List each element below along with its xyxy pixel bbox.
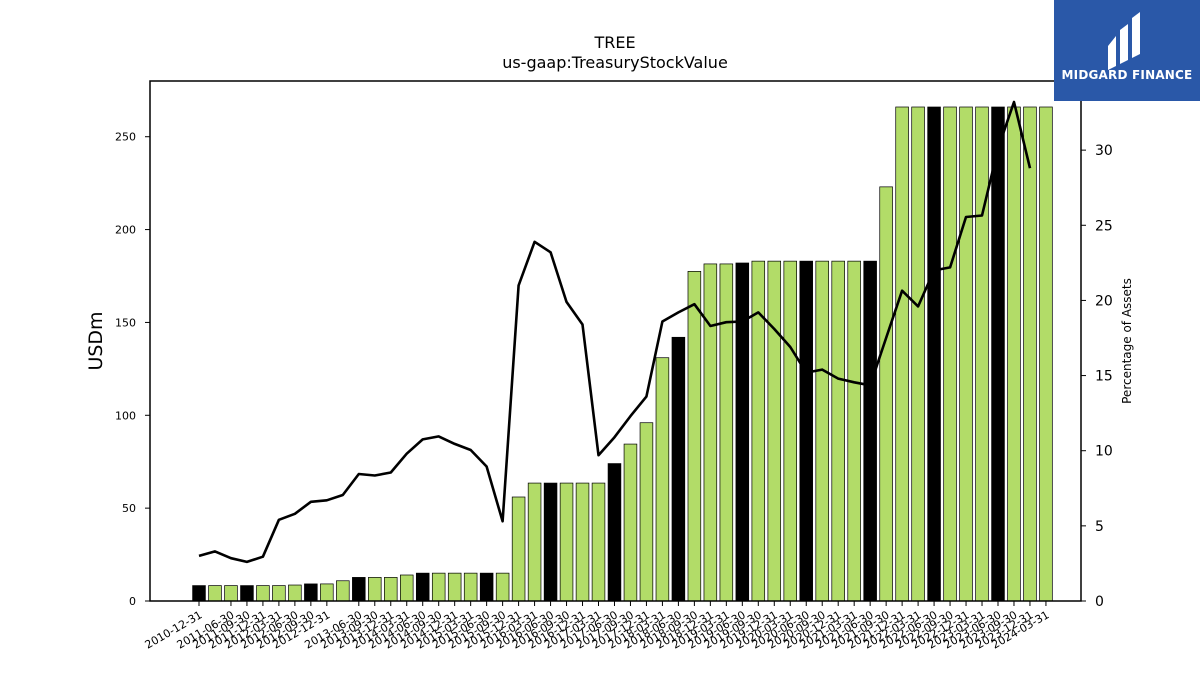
bar-2018-06-30 <box>671 336 686 602</box>
bar-2016-09-30 <box>559 482 574 602</box>
y2-axis-label: Percentage of Assets <box>1120 278 1134 404</box>
bar-2020-09-30 <box>815 260 829 602</box>
midgard-logo-icon <box>1054 0 1200 101</box>
bar-2012-03-31 <box>272 585 286 602</box>
bar-2018-09-30 <box>687 271 702 602</box>
bar-2017-06-30 <box>607 463 622 602</box>
bar-2023-06-30 <box>991 106 1005 602</box>
right-y-axis: 0 5 10 15 20 25 30 <box>1081 143 1113 610</box>
bar-2016-12-31 <box>575 482 590 602</box>
brand-logo: MIDGARD FINANCE <box>1054 0 1200 101</box>
y-tick-label: 250 <box>115 131 136 144</box>
brand-name: MIDGARD FINANCE <box>1061 68 1193 82</box>
bar-2024-03-31 <box>1039 106 1053 602</box>
bar-2017-09-30 <box>623 443 638 602</box>
y-tick-label: 50 <box>122 502 136 515</box>
bar-2017-12-31 <box>639 422 654 602</box>
bar-2021-03-31 <box>847 260 861 602</box>
bar-2011-09-30 <box>240 585 254 602</box>
y2-tick-label: 10 <box>1095 444 1113 460</box>
bar-2023-12-31 <box>1023 106 1037 602</box>
bar-2013-03-31 <box>336 580 350 602</box>
bar-2022-12-31 <box>959 106 973 602</box>
bar-2021-06-30 <box>863 260 877 602</box>
y2-tick-label: 20 <box>1095 293 1113 309</box>
bar-2010-12-31 <box>192 585 206 602</box>
bar-2015-03-31 <box>463 572 478 602</box>
bar-2019-06-30 <box>735 262 750 602</box>
y2-tick-label: 5 <box>1095 519 1104 535</box>
bar-2015-09-30 <box>495 572 510 602</box>
bar-2011-06-30 <box>224 585 238 602</box>
bar-2018-12-31 <box>703 263 718 602</box>
percentage-of-assets-line <box>198 100 1032 564</box>
bars-group <box>192 106 1053 602</box>
bar-2014-09-30 <box>431 572 446 602</box>
bar-2014-12-31 <box>447 572 462 602</box>
bar-2022-09-30 <box>943 106 957 602</box>
left-y-axis: 0 50 100 150 200 250 <box>115 131 150 608</box>
bar-2013-12-31 <box>384 577 398 602</box>
bar-2020-12-31 <box>831 260 845 602</box>
bar-2013-06-30 <box>352 577 366 602</box>
y-tick-label: 0 <box>129 595 136 608</box>
bar-2023-09-30 <box>1007 106 1021 602</box>
bar-2019-12-31 <box>767 260 782 602</box>
bar-2012-06-30 <box>288 584 302 602</box>
plot-frame <box>149 80 1082 602</box>
bar-2015-06-30 <box>479 572 494 602</box>
bar-2021-12-31 <box>895 106 909 602</box>
y2-tick-label: 15 <box>1095 369 1113 385</box>
bar-2011-03-31 <box>208 585 222 602</box>
y2-tick-label: 25 <box>1095 218 1113 234</box>
bar-2012-09-30 <box>304 583 318 602</box>
y2-tick-label: 30 <box>1095 143 1113 159</box>
x-axis: 2010-12-312011-06-302011-09-302011-12-31… <box>143 601 1051 652</box>
y-axis-label: USDm <box>85 311 107 370</box>
bar-2014-03-31 <box>399 574 414 602</box>
bar-2016-06-30 <box>543 482 558 602</box>
bar-2018-03-31 <box>655 357 670 602</box>
y-tick-label: 200 <box>115 224 136 237</box>
bar-2016-03-31 <box>527 482 542 602</box>
y2-tick-label: 0 <box>1095 594 1104 610</box>
y-tick-label: 100 <box>115 409 136 422</box>
bar-2011-12-31 <box>256 585 270 602</box>
bar-2013-09-30 <box>368 577 382 602</box>
bar-2022-03-31 <box>911 106 925 602</box>
bar-2015-12-31 <box>511 496 526 602</box>
chart-subtitle: us-gaap:TreasuryStockValue <box>502 53 728 72</box>
y-tick-label: 150 <box>115 316 136 329</box>
bar-2023-03-31 <box>975 106 989 602</box>
bar-2020-06-30 <box>799 260 813 602</box>
chart-title: TREE <box>593 33 635 52</box>
bar-2017-03-31 <box>591 482 606 602</box>
bar-2014-06-30 <box>415 572 430 602</box>
bar-2020-03-31 <box>783 260 798 602</box>
bar-2022-06-30 <box>927 106 941 602</box>
bar-2021-09-30 <box>879 186 893 602</box>
bar-2019-03-31 <box>719 263 734 602</box>
bar-2012-12-31 <box>320 583 334 602</box>
